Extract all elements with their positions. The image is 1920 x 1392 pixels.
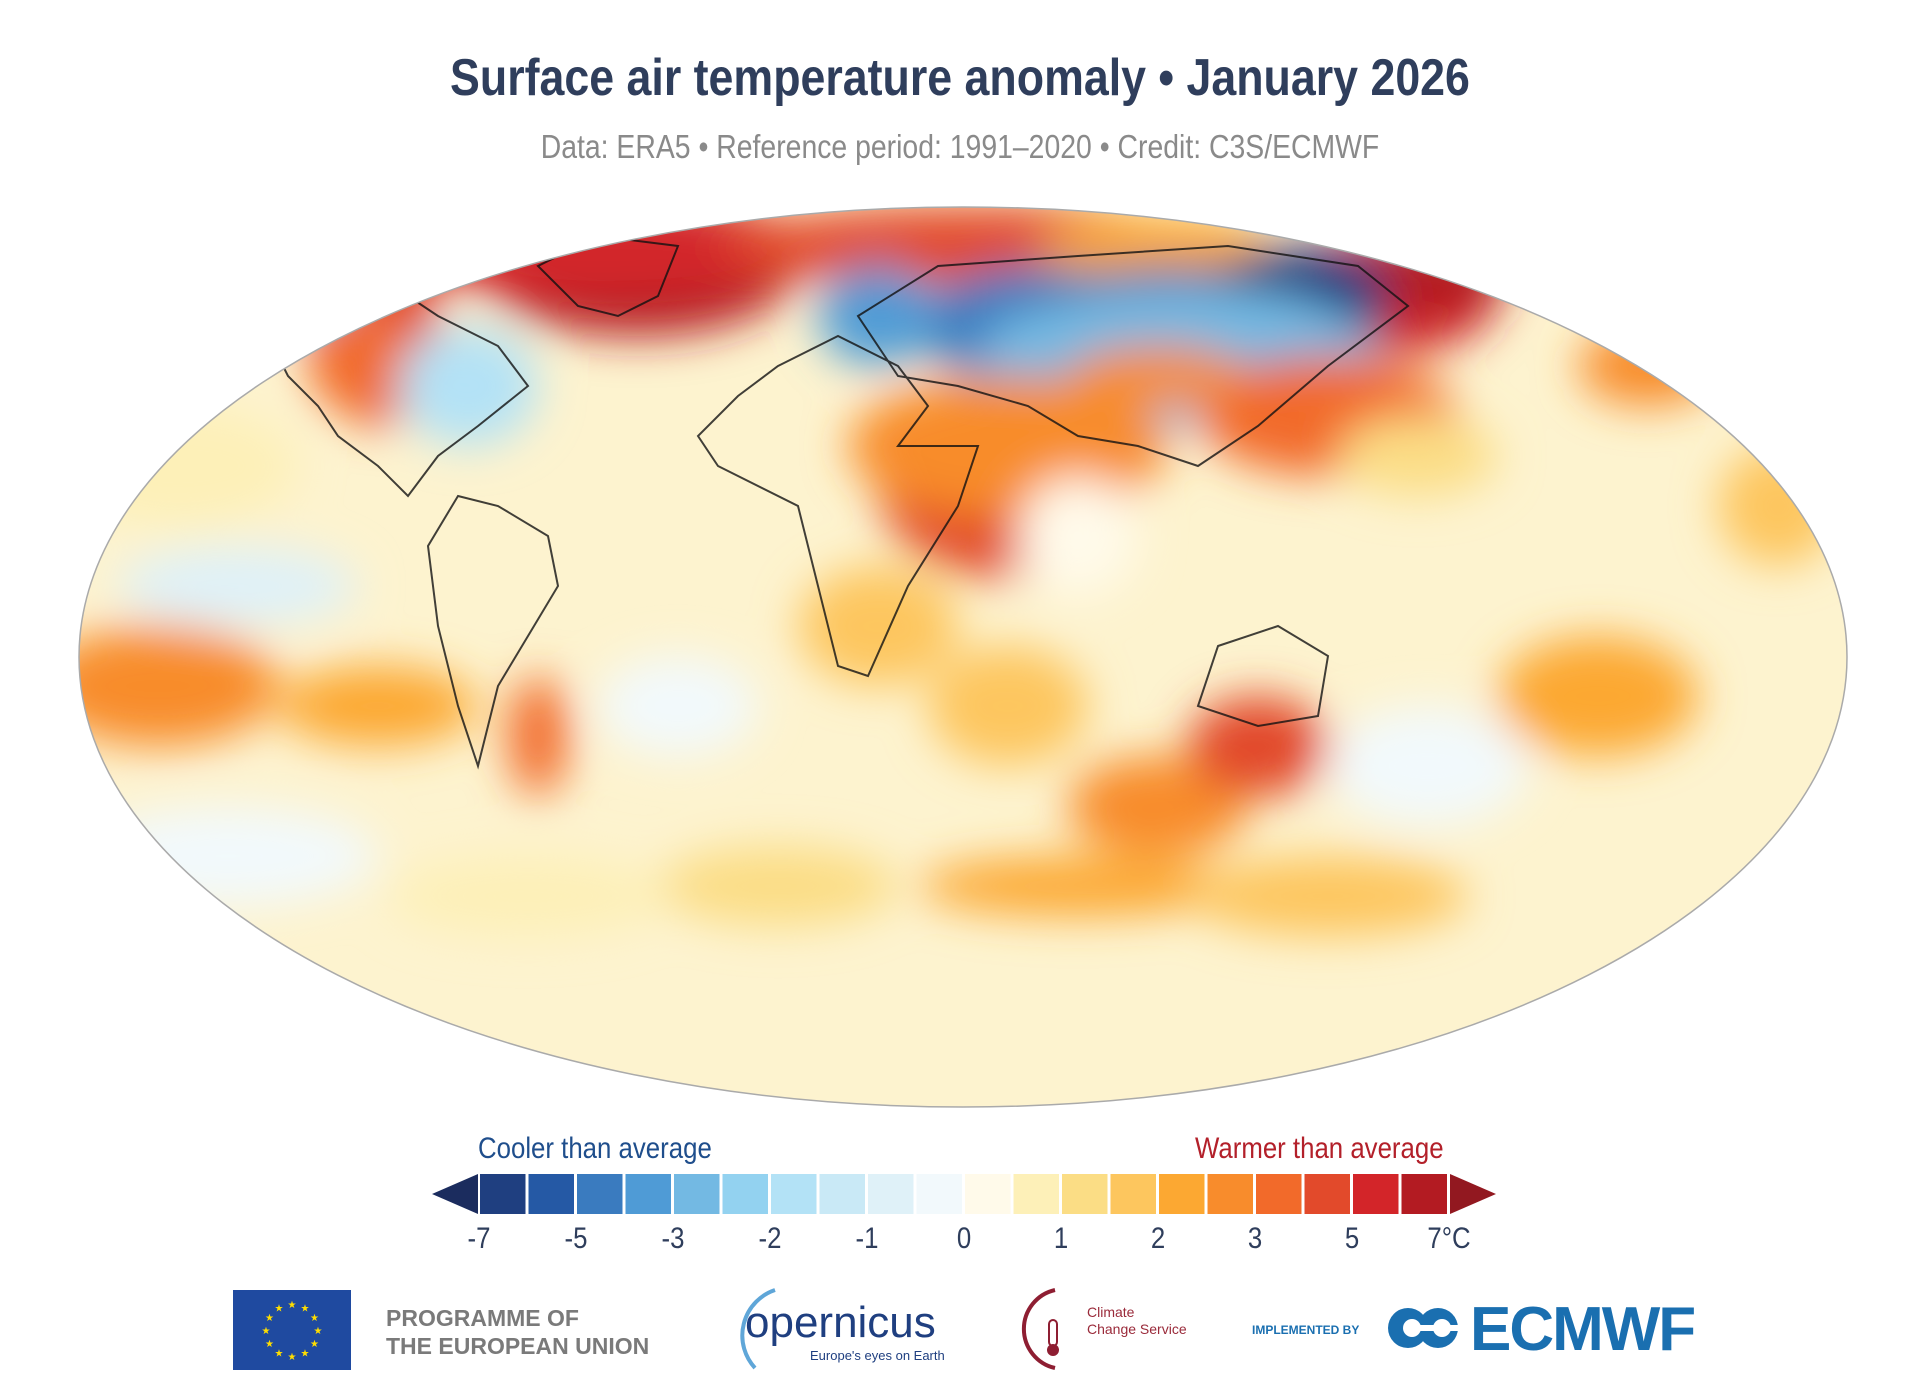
anomaly-region (1328, 706, 1528, 826)
eu-star-icon: ★ (265, 1339, 274, 1350)
anomaly-region (1578, 326, 1718, 406)
c3s-text: Climate Change Service (1087, 1304, 1187, 1338)
anomaly-region (508, 676, 568, 796)
coastline (426, 494, 560, 770)
colorbar-bin (577, 1174, 623, 1214)
chart-title: Surface air temperature anomaly • Januar… (450, 49, 1470, 107)
colorbar-bin (868, 1174, 914, 1214)
colorbar-bin (1013, 1174, 1059, 1214)
anomaly-region (918, 856, 1238, 916)
colorbar-bin (1353, 1174, 1399, 1214)
anomaly-region (798, 566, 958, 686)
map-border (78, 206, 1848, 1108)
anomaly-region (388, 856, 668, 936)
c3s-line1: Climate (1087, 1304, 1135, 1320)
chart-subtitle: Data: ERA5 • Reference period: 1991–2020… (540, 128, 1380, 165)
eu-star-icon: ★ (301, 1303, 310, 1314)
anomaly-region (1068, 346, 1248, 406)
colorbar-tick-label: 3 (1247, 1222, 1263, 1255)
eu-star-icon: ★ (301, 1349, 310, 1360)
colorbar-bin (1256, 1174, 1302, 1214)
ecmwf-wordmark: ECMWF (1470, 1295, 1696, 1364)
eu-flag-logo: ★ ★ ★ ★ ★ ★ ★ ★ ★ ★ ★ ★ (233, 1290, 351, 1370)
colorbar-bin (674, 1174, 720, 1214)
anomaly-region (1188, 856, 1468, 936)
colorbar-bin (480, 1174, 526, 1214)
copernicus-tagline: Europe's eyes on Earth (810, 1348, 945, 1363)
colorbar-tick-label: 7°C (1427, 1222, 1471, 1255)
colorbar-tick-label: 2 (1150, 1222, 1166, 1255)
anomaly-region (1018, 476, 1138, 596)
eu-star-icon: ★ (275, 1349, 284, 1360)
copernicus-logo: opernicus Europe's eyes on Earth (715, 1282, 955, 1372)
colorbar-under-arrow (432, 1174, 478, 1214)
colorbar-bin (916, 1174, 962, 1214)
copernicus-wordmark: opernicus (745, 1298, 936, 1347)
colorbar-tick-label: 5 (1344, 1222, 1360, 1255)
eu-star-icon: ★ (310, 1313, 319, 1324)
eu-star-icon: ★ (265, 1313, 274, 1324)
anomaly-region (308, 296, 408, 416)
anomaly-map (78, 206, 1848, 1108)
colorbar-bin (1159, 1174, 1205, 1214)
implemented-by-text: IMPLEMENTED BY (1252, 1323, 1360, 1337)
colorbar-tick-label: -3 (661, 1222, 685, 1255)
anomaly-region (1068, 756, 1248, 856)
colorbar-bin (722, 1174, 768, 1214)
colorbar-bin (1401, 1174, 1447, 1214)
eu-text-line2: THE EUROPEAN UNION (386, 1333, 650, 1359)
colorbar-bin (1062, 1174, 1108, 1214)
warmer-label: Warmer than average (1195, 1132, 1444, 1165)
anomaly-region (398, 326, 538, 446)
anomaly-region (818, 266, 938, 366)
ecmwf-symbol-icon (1388, 1308, 1458, 1348)
colorbar-bin (965, 1174, 1011, 1214)
coastline (856, 244, 1410, 468)
colorbar (432, 1174, 1496, 1214)
anomaly-region (148, 256, 248, 336)
colorbar-bin (1110, 1174, 1156, 1214)
cooler-label: Cooler than average (478, 1132, 712, 1165)
colorbar-tick-label: -1 (855, 1222, 879, 1255)
eu-star-icon: ★ (310, 1339, 319, 1350)
colorbar-bin (625, 1174, 671, 1214)
colorbar-bin (1304, 1174, 1350, 1214)
eu-programme-text: PROGRAMME OF THE EUROPEAN UNION (386, 1304, 649, 1360)
eu-star-icon: ★ (262, 1326, 271, 1337)
anomaly-region (118, 546, 358, 626)
coastline (1196, 624, 1330, 728)
coastline (696, 334, 980, 678)
eu-star-icon: ★ (314, 1326, 323, 1337)
colorbar-tick-label: -5 (564, 1222, 588, 1255)
anomaly-region (658, 846, 898, 926)
eu-text-line1: PROGRAMME OF (386, 1305, 579, 1331)
anomaly-region (1188, 696, 1328, 796)
colorbar-tick-label: 0 (956, 1222, 972, 1255)
colorbar-tick-label: -7 (467, 1222, 491, 1255)
anomaly-region (79, 626, 278, 746)
anomaly-region (1338, 416, 1498, 496)
eu-star-icon: ★ (275, 1303, 284, 1314)
logos-footer: ★ ★ ★ ★ ★ ★ ★ ★ ★ ★ ★ ★ PROGRAMME OF THE EUROPEAN U… (0, 1288, 1920, 1370)
colorbar-bin (771, 1174, 817, 1214)
anomaly-region (278, 666, 478, 746)
anomaly-region (598, 656, 758, 756)
colorbar-over-arrow (1450, 1174, 1496, 1214)
c3s-line2: Change Service (1087, 1321, 1187, 1337)
eu-star-icon: ★ (288, 1352, 297, 1363)
colorbar-tick-label: 1 (1053, 1222, 1069, 1255)
anomaly-region (79, 806, 378, 906)
colorbar-tick-label: -2 (758, 1222, 782, 1255)
colorbar-bin (1207, 1174, 1253, 1214)
colorbar-bin (819, 1174, 865, 1214)
anomaly-region (1498, 636, 1698, 756)
eu-star-icon: ★ (288, 1300, 297, 1311)
colorbar-bin (528, 1174, 574, 1214)
anomaly-region (928, 646, 1088, 766)
anomaly-region (198, 246, 358, 326)
c3s-logo: Climate Change Service (1005, 1282, 1205, 1372)
